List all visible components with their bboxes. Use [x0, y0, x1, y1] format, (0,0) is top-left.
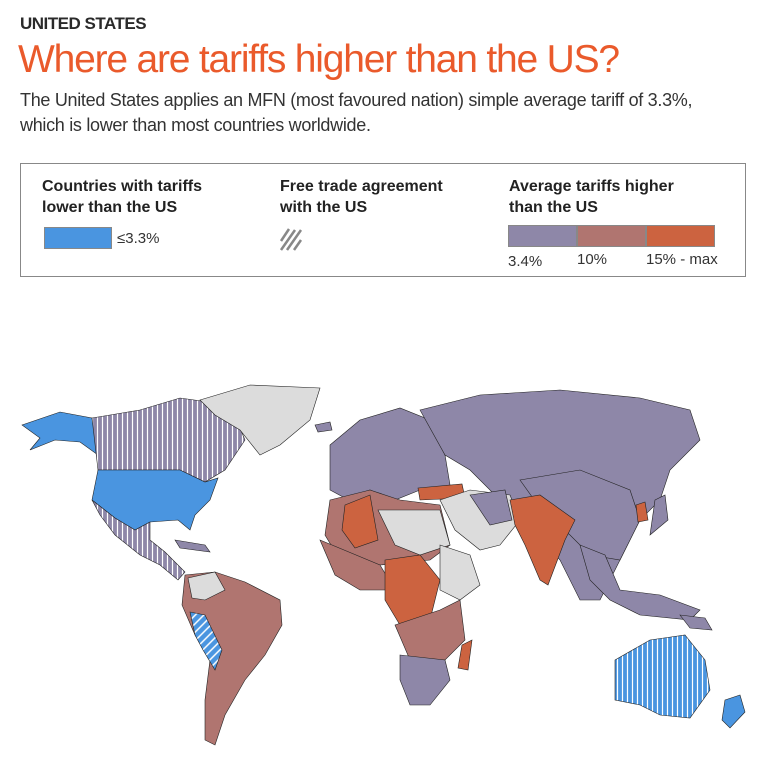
region-peru-chile [189, 611, 223, 671]
world-map [21, 384, 746, 746]
region-greenland [199, 384, 321, 456]
legend-step-label: 15% - max [646, 251, 718, 268]
legend-higher-title-line: Average tariffs higher [509, 178, 674, 195]
region-sahel [377, 509, 451, 556]
legend-lower-title-line: lower than the US [42, 199, 178, 216]
region-colombia-venezuela [187, 571, 226, 601]
legend-fta-title: Free trade agreement with the US [280, 176, 443, 218]
region-australia [614, 634, 711, 719]
legend-step-label: 3.4% [508, 253, 543, 270]
region-east-africa [439, 544, 481, 601]
region-iceland [314, 421, 333, 433]
region-alaska [21, 411, 99, 456]
legend-higher-title: Average tariffs higher than the US [509, 176, 674, 218]
region-madagascar [457, 639, 473, 671]
legend-swatch-10 [577, 225, 646, 247]
legend-fta-title-line: Free trade agreement [280, 178, 443, 195]
region-west-africa [319, 539, 396, 591]
region-india [509, 494, 576, 586]
legend-hatch-swatch [279, 228, 303, 251]
region-mexico-central-america [91, 499, 186, 581]
legend-step-label: 10% [577, 251, 608, 268]
region-new-zealand [721, 694, 746, 729]
region-korea [635, 501, 649, 523]
legend-higher-title-line: than the US [509, 199, 598, 216]
legend-swatch-3-4 [508, 225, 577, 247]
legend-fta-title-line: with the US [280, 199, 368, 216]
region-southern-africa [399, 654, 451, 706]
legend-swatch-15 [646, 225, 715, 247]
region-new-guinea [679, 614, 713, 631]
legend-lower-label: ≤3.3% [117, 230, 160, 247]
kicker: UNITED STATES [20, 14, 147, 33]
subtitle: The United States applies an MFN (most f… [20, 90, 693, 135]
page-title: Where are tariffs higher than the US? [18, 38, 620, 81]
region-algeria [341, 494, 379, 549]
region-caribbean [174, 539, 211, 553]
legend-lower-title: Countries with tariffs lower than the US [42, 176, 202, 218]
region-iran [469, 489, 513, 526]
legend-lower-title-line: Countries with tariffs [42, 178, 203, 195]
region-southeast-asia [579, 544, 701, 621]
region-japan [649, 494, 669, 536]
legend-swatch-lower [44, 227, 112, 249]
legend: Countries with tariffs lower than the US… [20, 163, 746, 277]
